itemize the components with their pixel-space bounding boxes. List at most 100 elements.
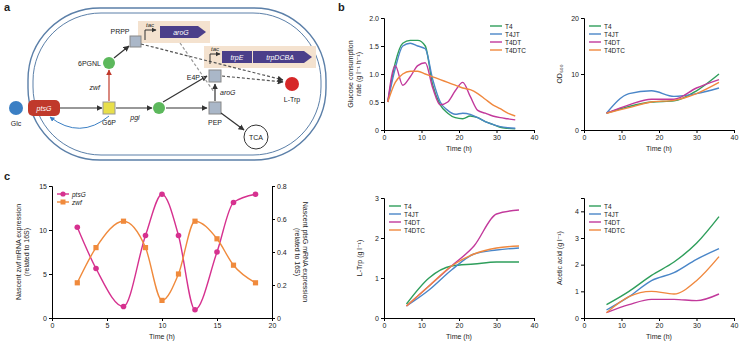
- legend-swatch: [389, 213, 401, 214]
- chart: 0510152005101500.20.40.60.8Time (h)Nasce…: [15, 183, 309, 341]
- promoter: [210, 54, 220, 64]
- legend-swatch: [490, 49, 502, 50]
- legend-swatch: [589, 49, 601, 50]
- tick: 15: [214, 318, 222, 329]
- tick-mark: [697, 130, 698, 133]
- series-line: [77, 221, 255, 300]
- plot-area: [607, 74, 720, 113]
- tick-mark: [581, 130, 584, 131]
- axis: 010203040: [383, 318, 539, 329]
- tick-mark: [272, 186, 275, 187]
- tick-label: 10: [571, 71, 579, 78]
- metabolite: [130, 36, 141, 47]
- tick-mark: [534, 318, 535, 321]
- metabolite: [209, 102, 221, 114]
- tick-mark: [422, 130, 423, 133]
- axis-line: [385, 319, 535, 322]
- axis-title: Time (h): [646, 333, 672, 341]
- tick: 15: [39, 183, 52, 190]
- tick-label: 15: [214, 322, 222, 329]
- legend-label: T4DT: [505, 39, 521, 46]
- panel-letter: c: [4, 170, 10, 182]
- tick: 0: [583, 130, 587, 141]
- tick-mark: [381, 198, 384, 199]
- tick: 3: [575, 235, 584, 242]
- legend: T4T4JTT4DTT4DTC: [589, 203, 625, 234]
- tick-label: 10: [618, 322, 626, 329]
- axis-title: (related to 16S): [23, 228, 31, 276]
- tick: 4: [575, 208, 584, 215]
- label: PEP: [208, 119, 222, 126]
- tick-mark: [734, 130, 735, 133]
- tick: 0.5: [369, 99, 384, 106]
- tick-label: 10: [618, 134, 626, 141]
- tick-label: 20: [656, 134, 664, 141]
- tick-mark: [581, 238, 584, 239]
- tick-label: 0.6: [277, 216, 287, 223]
- legend-label: T4JT: [505, 31, 520, 38]
- arrow: [221, 113, 244, 130]
- tick-label: 3: [375, 195, 379, 202]
- tick-label: 2.0: [369, 15, 379, 22]
- legend-swatch: [589, 221, 601, 222]
- arrow: [163, 76, 207, 102]
- tick-label: 20: [456, 134, 464, 141]
- tick-mark: [162, 318, 163, 321]
- axis-line: [49, 187, 53, 319]
- marker: [231, 200, 237, 206]
- tick: 0.2: [272, 282, 287, 289]
- tick-mark: [659, 318, 660, 321]
- tick-label: 40: [731, 134, 739, 141]
- axis-line: [581, 199, 585, 319]
- tick: 0: [272, 315, 281, 322]
- tick-label: 0: [277, 315, 281, 322]
- tick: 1.0: [369, 71, 384, 78]
- tick-label: 20: [656, 322, 664, 329]
- label: Glc: [11, 120, 22, 127]
- axis-title: L-Trp (g l⁻¹): [356, 240, 364, 277]
- series-line: [607, 82, 720, 113]
- legend-swatch: [589, 41, 601, 42]
- tick: 0: [575, 315, 584, 322]
- tick-label: 0: [575, 127, 579, 134]
- panel-letter: a: [4, 1, 11, 13]
- tick-mark: [581, 74, 584, 75]
- tick-label: 0: [583, 134, 587, 141]
- axis-line: [273, 187, 276, 319]
- plot-area: [75, 191, 259, 312]
- tick: 10: [159, 318, 167, 329]
- marker: [121, 304, 127, 310]
- tick-label: 30: [493, 134, 501, 141]
- series-line: [607, 249, 720, 310]
- series-line: [407, 262, 520, 304]
- label: PRPP: [110, 28, 129, 35]
- tick-label: 0: [43, 315, 47, 322]
- arrow: [116, 107, 152, 108]
- marker: [176, 271, 181, 276]
- axis-title: Time (h): [646, 145, 672, 153]
- marker: [143, 245, 148, 250]
- tick: 10: [418, 130, 426, 141]
- legend-label: T4: [505, 23, 513, 30]
- plot-area: [388, 40, 516, 128]
- tick-mark: [272, 285, 275, 286]
- series-line: [77, 194, 255, 310]
- tick-label: 4: [575, 208, 579, 215]
- tca-cycle: [244, 125, 268, 149]
- tick: 0.8: [272, 183, 287, 190]
- legend-marker: [60, 191, 65, 196]
- tick-mark: [381, 74, 384, 75]
- marker: [159, 191, 165, 197]
- tick-mark: [381, 102, 384, 103]
- tick-mark: [534, 130, 535, 133]
- tick-mark: [272, 318, 275, 319]
- label: aroG: [173, 29, 189, 36]
- marker: [143, 233, 149, 239]
- axis-title: Acetic acid (g l⁻¹): [556, 231, 564, 285]
- tick-label: 20: [269, 322, 277, 329]
- tick-mark: [581, 318, 584, 319]
- series-line: [607, 74, 720, 113]
- axis-title: Time (h): [446, 333, 472, 341]
- tick: 5: [106, 318, 110, 329]
- arrow: [166, 107, 207, 108]
